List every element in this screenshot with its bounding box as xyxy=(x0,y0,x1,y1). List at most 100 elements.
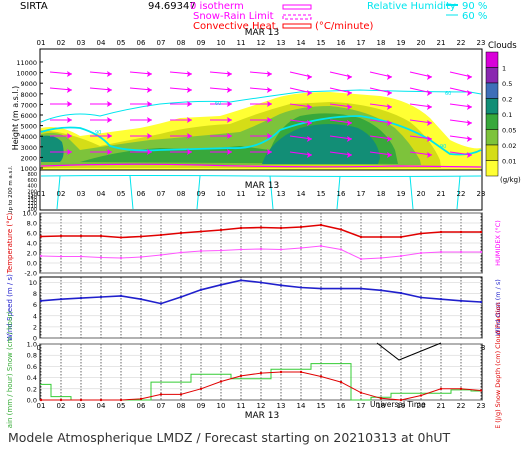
precipitation-point xyxy=(259,371,263,375)
precipitation-point xyxy=(179,393,183,396)
wind-arrow-head xyxy=(387,74,392,80)
mid-axis-hour-12: 12 xyxy=(257,190,266,198)
wind-arrow-head xyxy=(67,133,72,139)
wind-arrow-head xyxy=(67,101,72,107)
rh-contour-vertical xyxy=(409,175,414,210)
temperature-point xyxy=(379,235,383,239)
low-height-tick-130: 130 xyxy=(27,198,37,204)
legend-convective-swatch xyxy=(282,23,312,29)
rh-contour-vertical xyxy=(456,175,461,210)
wind-arrow-head xyxy=(67,149,72,155)
rh-label: Relative Humidity xyxy=(367,1,456,12)
precipitation-ylabel-right: CAPE (J/g) Snow Depth (cm) Cloud Fractio… xyxy=(494,302,502,428)
precipitation-point xyxy=(79,398,83,402)
wind-arrow-head xyxy=(387,104,392,110)
precipitation-point xyxy=(239,374,243,378)
mid-axis-hour-06: 06 xyxy=(137,190,146,198)
clouds-scale-tick-1: 1 xyxy=(502,65,506,73)
wind-arrow-head xyxy=(67,87,72,93)
bottom-axis-hour-19: 19 xyxy=(397,402,406,410)
mid-axis-hour-02: 02 xyxy=(57,190,66,198)
rh-contour-low xyxy=(40,175,482,177)
wind-arrow-head xyxy=(227,101,232,107)
temperature-point xyxy=(439,230,443,234)
clouds-scale-swatch xyxy=(485,82,499,99)
wind-arrow-head xyxy=(147,87,152,93)
wind-tick-0: 0 xyxy=(33,335,37,343)
wind-point xyxy=(79,296,83,300)
wind-arrow-head xyxy=(307,152,312,158)
wind-arrow-head xyxy=(307,104,312,110)
wind-arrow-head xyxy=(427,90,432,96)
clouds-scale-swatch xyxy=(485,160,499,177)
mid-axis-hour-11: 11 xyxy=(237,190,246,198)
station-name: SIRTA xyxy=(20,1,48,12)
temperature-point xyxy=(239,248,243,251)
wind-tick-4: 4 xyxy=(33,312,37,320)
precipitation-point xyxy=(439,387,443,390)
wind-point xyxy=(99,295,103,299)
clouds-scale-tick-0.5: 0.5 xyxy=(502,80,512,88)
precipitation-point xyxy=(419,394,423,397)
wind-arrow-head xyxy=(387,120,392,126)
clouds-scale-tick-0.02: 0.02 xyxy=(502,142,516,150)
temperature-point xyxy=(399,235,403,239)
precipitation-point xyxy=(159,393,163,396)
temperature-point xyxy=(139,255,143,259)
bottom-axis-hour-16: 16 xyxy=(337,402,346,410)
temperature-point xyxy=(339,228,343,231)
wind-arrow-head xyxy=(347,104,352,110)
wind-point xyxy=(379,289,383,292)
wind-arrow-head xyxy=(267,133,272,139)
temperature-point xyxy=(99,256,103,259)
bottom-axis-date: MAR 13 xyxy=(245,411,280,421)
wind-arrow-head xyxy=(187,71,192,77)
temperature-point xyxy=(259,226,263,229)
temperature-tick-6.0: 6.0 xyxy=(27,230,37,238)
wind-arrow-head xyxy=(187,149,192,155)
wind-arrow-head xyxy=(187,117,192,123)
low-height-tick-110: 110 xyxy=(27,204,37,210)
legend-snowrain-label: Snow-Rain Limit xyxy=(193,11,274,22)
wind-arrow-head xyxy=(227,117,232,123)
temperature-point xyxy=(39,254,43,258)
temperature-ylabel-right: HUMIDEX (°C) xyxy=(494,220,502,266)
temperature-point xyxy=(79,234,83,238)
wind-arrow-head xyxy=(107,117,112,123)
wind-point xyxy=(179,295,183,299)
mid-axis-hour-09: 09 xyxy=(197,190,206,198)
clouds-scale-swatch xyxy=(485,98,499,115)
precipitation-point xyxy=(379,397,383,400)
top-axis-hour-09: 09 xyxy=(197,39,206,47)
mid-axis-hour-17: 17 xyxy=(357,190,366,198)
rh-level-60: 60 % xyxy=(462,11,487,22)
wind-arrow-head xyxy=(427,152,432,158)
wind-arrow-head xyxy=(467,120,472,126)
bottom-axis-hour-23: 23 xyxy=(477,402,486,410)
temperature-point xyxy=(459,250,463,254)
top-axis-hour-21: 21 xyxy=(437,39,446,47)
temperature-point xyxy=(59,234,63,238)
wind-arrow-head xyxy=(267,117,272,123)
mid-axis-hour-19: 19 xyxy=(397,190,406,198)
temperature-point xyxy=(339,248,343,251)
rh-contour-vertical xyxy=(196,175,201,210)
rh-contour-vertical xyxy=(336,175,341,210)
top-axis-hour-16: 16 xyxy=(337,39,346,47)
wind-arrow-head xyxy=(267,101,272,107)
mid-axis-hour-03: 03 xyxy=(77,190,86,198)
top-axis-hour-02: 02 xyxy=(57,39,66,47)
clouds-scale-swatch xyxy=(485,144,499,161)
legend-isotherm-swatch xyxy=(282,4,312,10)
wind-arrow-head xyxy=(267,149,272,155)
temperature-tick--2.0: -2.0 xyxy=(24,270,37,278)
precipitation-point xyxy=(119,398,123,402)
wind-ylabel-right: Wind Gust (m / s) xyxy=(494,279,502,336)
wind-point xyxy=(159,302,163,305)
mid-axis-hour-13: 13 xyxy=(277,190,286,198)
precipitation-point xyxy=(99,398,103,402)
precipitation-tick-0.4: 0.4 xyxy=(27,374,37,382)
temperature-point xyxy=(159,233,163,237)
height-tick-3000: 3000 xyxy=(20,144,37,152)
